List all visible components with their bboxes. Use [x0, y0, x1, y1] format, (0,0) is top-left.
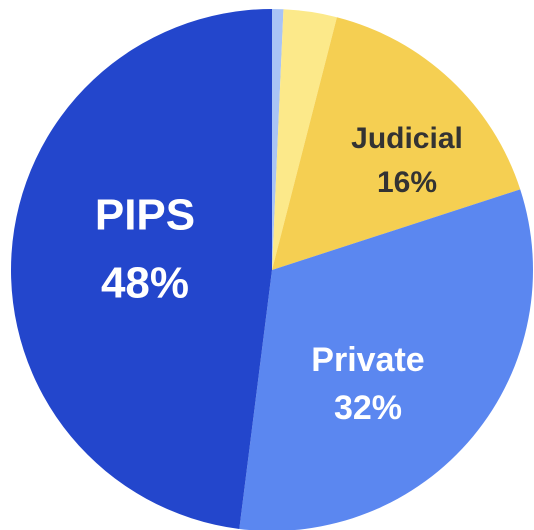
- value-label: 32%: [334, 389, 402, 427]
- value-label: 48%: [101, 259, 189, 308]
- slice-label: Judicial: [351, 122, 463, 155]
- value-label: 16%: [377, 166, 437, 199]
- slice-label: Private: [311, 341, 424, 379]
- pie-slice: [10, 9, 272, 529]
- pie-slice: [272, 9, 284, 270]
- slice-label: PIPS: [95, 191, 195, 240]
- pie-slice: [272, 9, 337, 270]
- pie-slice: [239, 189, 533, 530]
- pie-slice: [272, 17, 521, 270]
